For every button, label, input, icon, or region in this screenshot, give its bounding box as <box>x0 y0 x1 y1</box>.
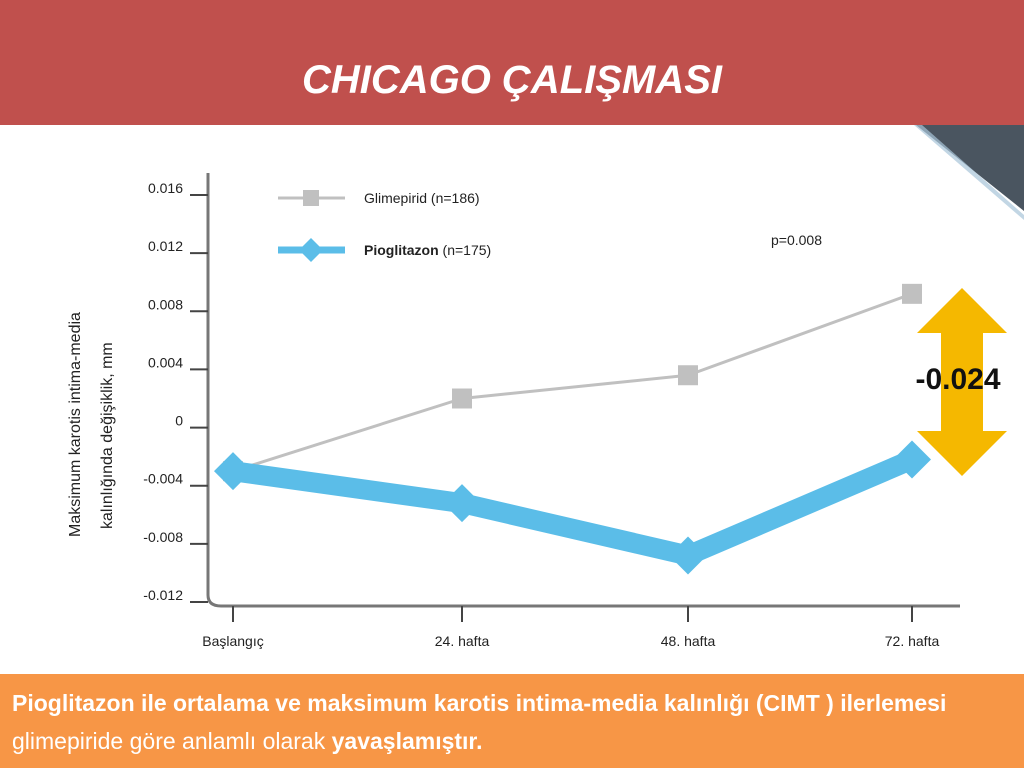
series-line-glimepirid <box>232 292 913 473</box>
y-tick-label: 0 <box>175 413 183 429</box>
footer-text-bold-1: Pioglitazon ile ortalama ve maksimum kar… <box>12 690 947 716</box>
footer-text-bold-2: yavaşlamıştır. <box>331 728 483 754</box>
y-axis-label-line2: kalınlığında değişiklik, mm <box>99 342 116 529</box>
data-point-pioglitazon <box>893 440 931 479</box>
y-tick-label: 0.012 <box>148 238 183 254</box>
data-point-pioglitazon <box>214 452 252 491</box>
cimt-line-chart: 0.0160.0120.0080.0040-0.004-0.008-0.012 … <box>67 173 1007 649</box>
footer-text-normal: glimepiride göre anlamlı olarak <box>12 728 332 754</box>
x-tick-label: 24. hafta <box>435 633 490 649</box>
data-point-pioglitazon <box>669 536 707 575</box>
y-tick-label: -0.012 <box>143 587 183 603</box>
y-axis-label-line1: Maksimum karotis intima-media <box>67 312 84 537</box>
legend-marker-glimepirid <box>303 190 319 206</box>
y-axis-label: Maksimum karotis intima-media kalınlığın… <box>67 312 116 537</box>
footer-text: Pioglitazon ile ortalama ve maksimum kar… <box>12 684 1012 760</box>
data-point-glimepirid <box>678 365 698 386</box>
y-tick-label: -0.004 <box>143 471 183 487</box>
y-axis <box>206 173 960 608</box>
corner-decoration <box>914 125 1024 220</box>
x-tick-label: 48. hafta <box>661 633 716 649</box>
title-bar: CHICAGO ÇALIŞMASI <box>0 0 1024 125</box>
x-tick-label: 72. hafta <box>885 633 940 649</box>
y-tick-label: 0.008 <box>148 296 183 312</box>
data-point-glimepirid <box>902 283 922 304</box>
legend-label-pioglitazon: Pioglitazon (n=175) <box>364 242 491 258</box>
y-tick-label: 0.004 <box>148 354 183 370</box>
y-tick-label: 0.016 <box>148 180 183 196</box>
data-point-glimepirid <box>452 388 472 409</box>
difference-label: -0.024 <box>915 363 1000 396</box>
data-point-pioglitazon <box>443 484 481 523</box>
x-tick-label: Başlangıç <box>202 633 263 649</box>
p-value-annotation: p=0.008 <box>771 232 822 248</box>
y-tick-label: -0.008 <box>143 529 183 545</box>
slide-title: CHICAGO ÇALIŞMASI <box>302 58 722 102</box>
series-line-pioglitazon <box>231 450 916 566</box>
legend-marker-pioglitazon <box>299 238 323 262</box>
difference-arrow: -0.024 <box>915 288 1007 476</box>
legend-label-glimepirid: Glimepirid (n=186) <box>364 190 480 206</box>
footer-banner: Pioglitazon ile ortalama ve maksimum kar… <box>0 674 1024 768</box>
legend: Glimepirid (n=186) Pioglitazon (n=175) <box>278 190 491 262</box>
